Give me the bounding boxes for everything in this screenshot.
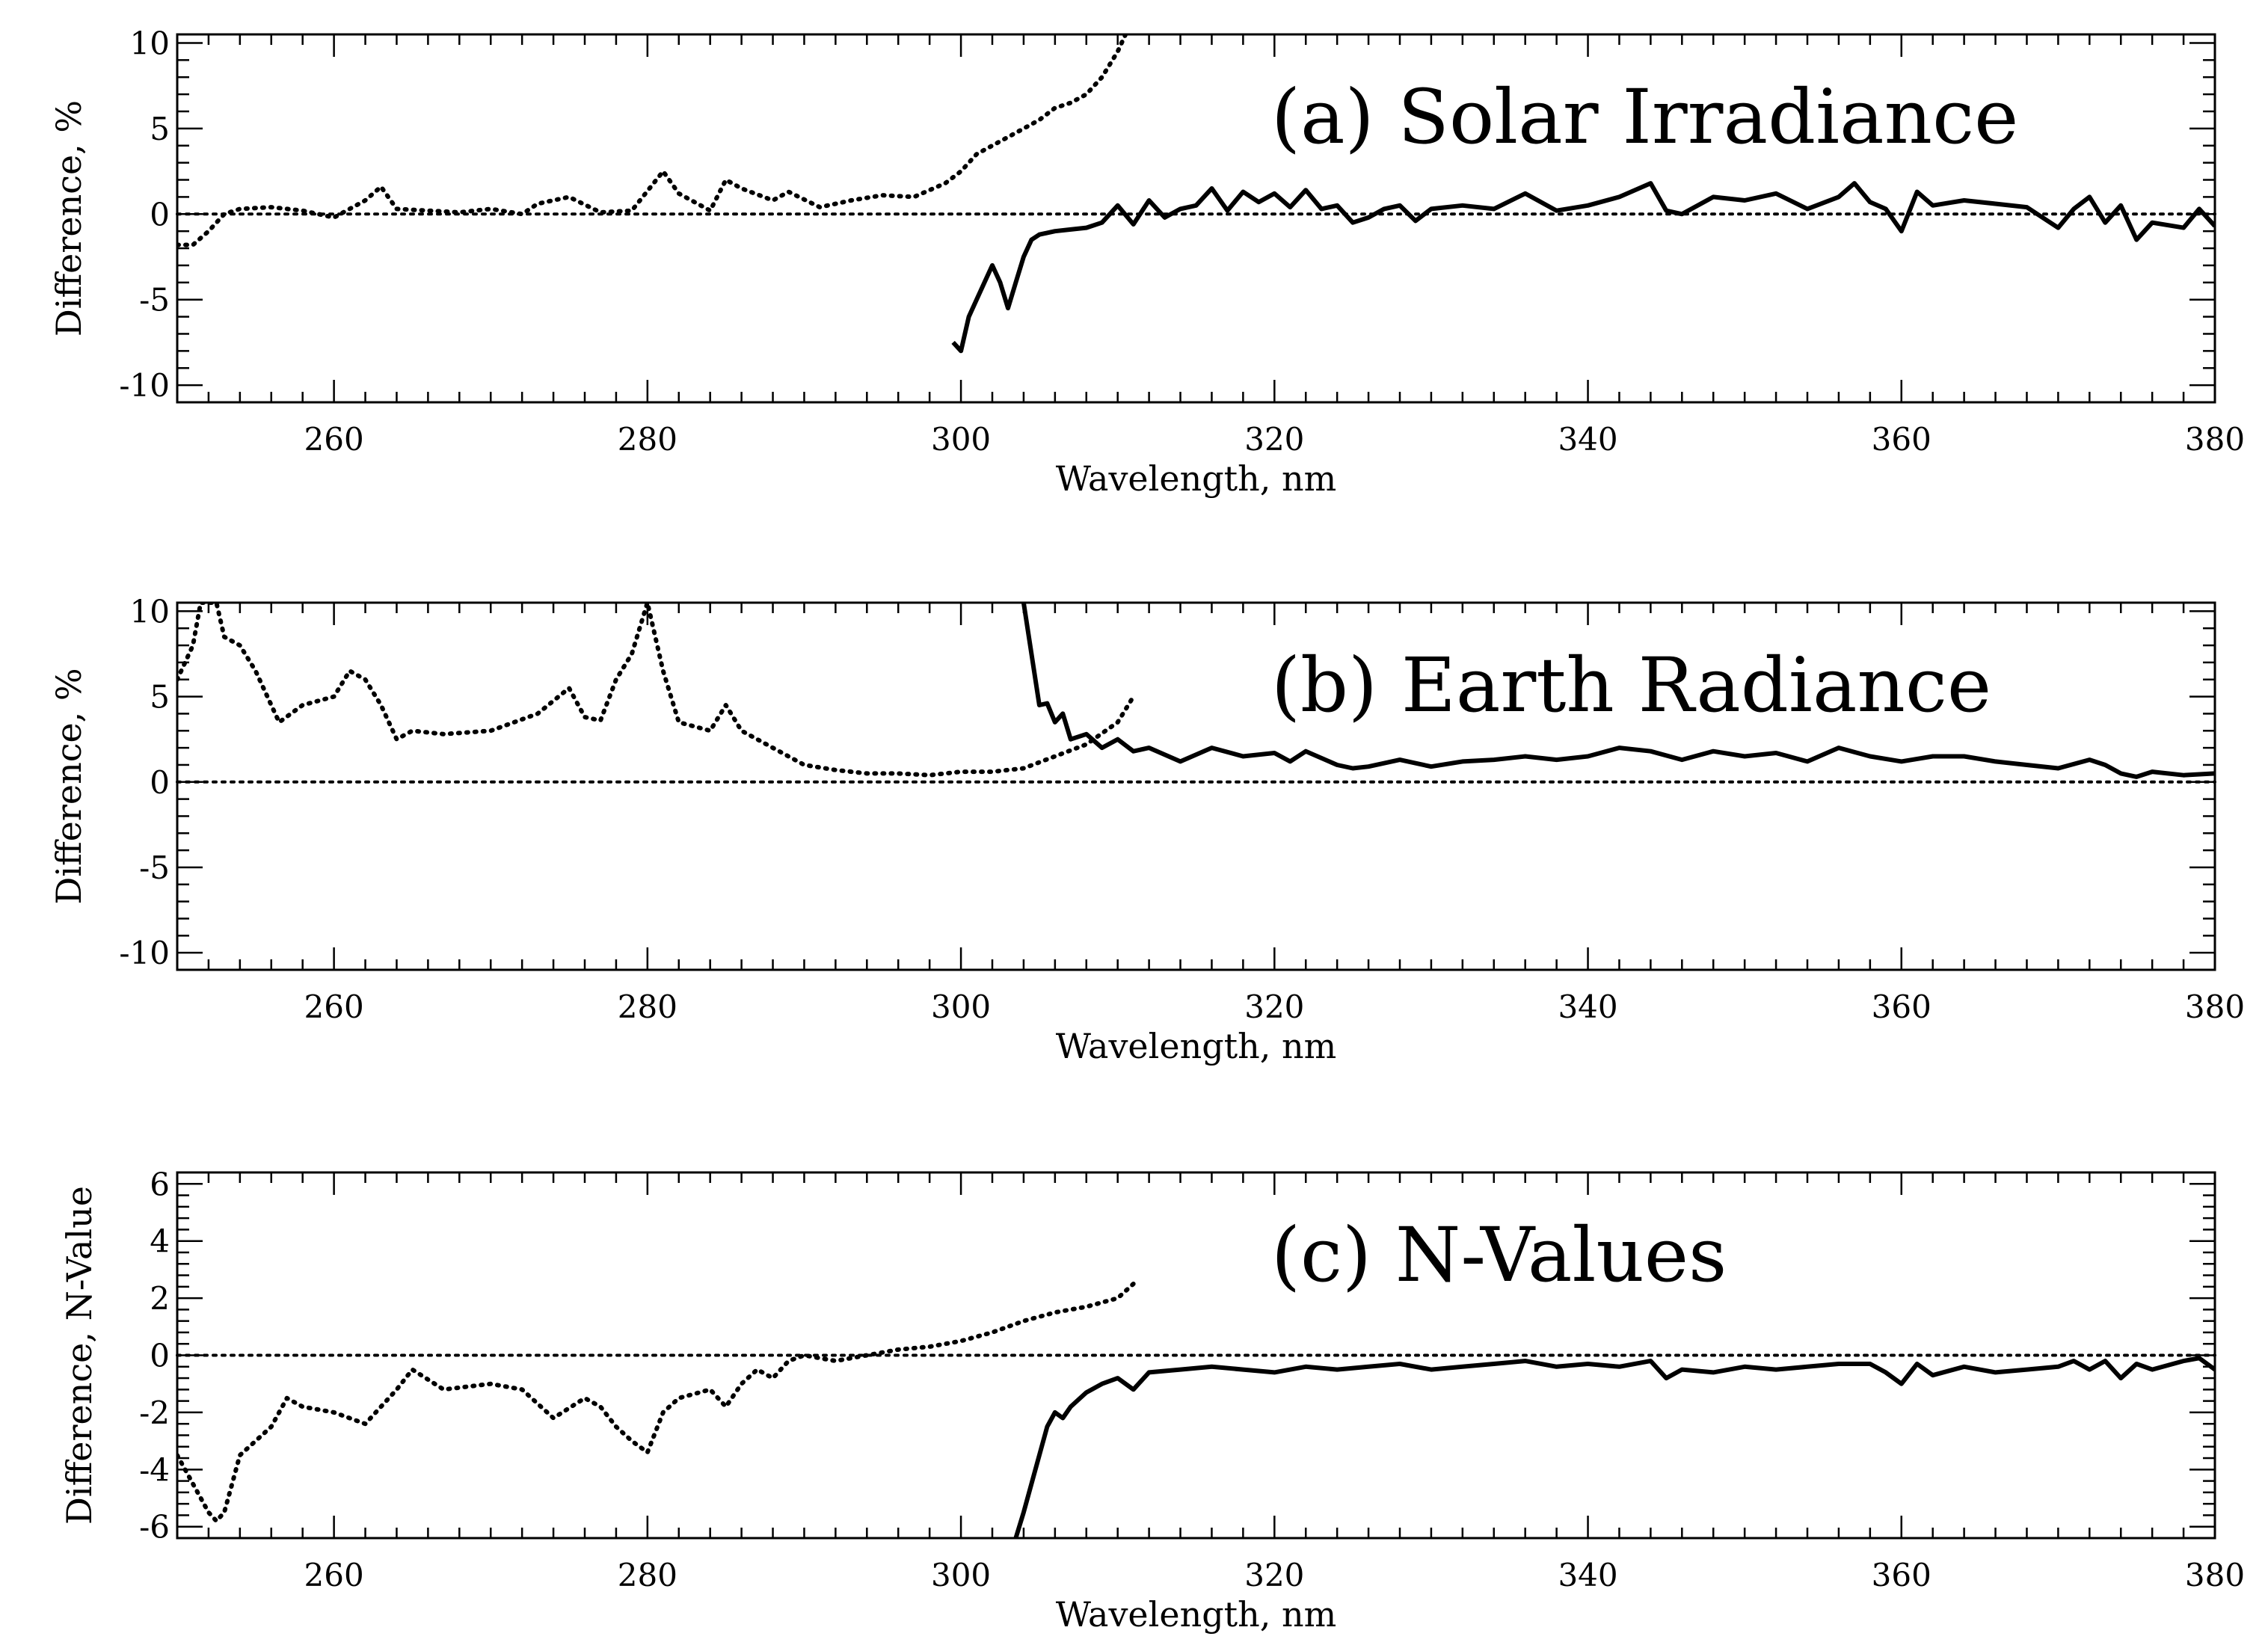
series-line-solid [1021, 603, 2215, 779]
x-tick-label: 280 [618, 421, 677, 458]
y-tick-label: 6 [150, 1166, 170, 1202]
series-group [177, 603, 2215, 779]
y-tick-label: 0 [150, 196, 170, 233]
x-tick-label: 280 [618, 1557, 677, 1593]
y-tick-label: -10 [119, 367, 170, 404]
panel-title: (b) Earth Radiance [1271, 642, 1991, 729]
x-tick-label: 300 [931, 421, 991, 458]
series-line-dotted [177, 1282, 1136, 1524]
x-tick-label: 380 [2185, 421, 2245, 458]
x-tick-label: 340 [1558, 1557, 1617, 1593]
x-tick-label: 380 [2185, 989, 2245, 1025]
y-axis-title: Difference, % [49, 100, 89, 336]
x-axis-title: Wavelength, nm [1056, 1026, 1337, 1066]
x-tick-label: 320 [1244, 1557, 1304, 1593]
series-line-solid [951, 181, 2215, 354]
x-tick-label: 380 [2185, 1557, 2245, 1593]
x-tick-label: 360 [1872, 421, 1932, 458]
x-tick-label: 260 [304, 1557, 364, 1593]
series-group [177, 34, 2215, 354]
y-tick-label: -6 [139, 1509, 170, 1546]
series-line-dotted [177, 34, 1128, 248]
y-tick-label: 4 [150, 1223, 170, 1260]
y-tick-label: -5 [139, 849, 170, 886]
x-tick-label: 320 [1244, 989, 1304, 1025]
x-tick-label: 260 [304, 421, 364, 458]
chart-panel-1: 260 280 300 320 340 360 380 10 5 0 -5 -10 Wavelength… [49, 25, 2245, 499]
x-tick-label: 280 [618, 989, 677, 1025]
y-tick-label: 2 [150, 1280, 170, 1317]
x-axis-title: Wavelength, nm [1056, 1594, 1337, 1635]
x-tick-label: 340 [1558, 989, 1617, 1025]
y-tick-label: 10 [130, 25, 170, 61]
x-axis-title: Wavelength, nm [1056, 458, 1337, 499]
plot-frame [176, 33, 2216, 404]
series-group [177, 1282, 2215, 1538]
y-axis-title: Difference, % [49, 668, 89, 904]
y-tick-label: -10 [119, 935, 170, 971]
x-tick-label: 260 [304, 989, 364, 1025]
panel-title: (a) Solar Irradiance [1271, 73, 2018, 161]
x-tick-label: 360 [1872, 989, 1932, 1025]
x-tick-label: 340 [1558, 421, 1617, 458]
plot-frame [176, 601, 2216, 971]
series-line-solid [1013, 1356, 2215, 1538]
y-tick-label: 5 [150, 679, 170, 716]
chart-panel-2: 260 280 300 320 340 360 380 10 5 0 -5 -10 Wavelength… [49, 593, 2245, 1066]
y-tick-label: 0 [150, 764, 170, 801]
y-tick-label: 5 [150, 111, 170, 147]
panel-title: (c) N-Values [1271, 1211, 1727, 1299]
x-tick-label: 360 [1872, 1557, 1932, 1593]
y-tick-label: -4 [139, 1451, 170, 1488]
x-tick-label: 300 [931, 1557, 991, 1593]
y-axis-title: Difference, N-Value [59, 1186, 99, 1525]
series-line-dotted [177, 603, 1136, 778]
chart-panel-3: 260 280 300 320 340 360 380 6 4 2 0 -2 -4 -6 Wavelengt… [59, 1166, 2245, 1635]
y-tick-label: 10 [130, 593, 170, 630]
x-tick-label: 300 [931, 989, 991, 1025]
y-tick-label: -2 [139, 1395, 170, 1431]
x-tick-label: 320 [1244, 421, 1304, 458]
y-tick-label: 0 [150, 1338, 170, 1374]
y-tick-label: -5 [139, 282, 170, 319]
